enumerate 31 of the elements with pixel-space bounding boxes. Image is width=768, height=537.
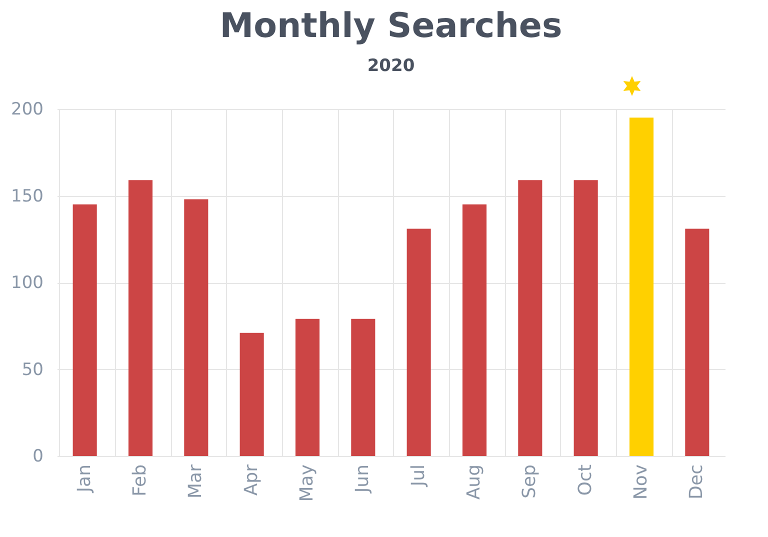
bar bbox=[184, 199, 208, 456]
x-tick-label: Aug bbox=[464, 464, 484, 500]
y-tick-label: 50 bbox=[22, 360, 44, 380]
x-tick-label: Feb bbox=[130, 464, 150, 496]
y-tick-label: 100 bbox=[11, 273, 44, 293]
bar bbox=[574, 180, 598, 456]
x-tick-label: Jul bbox=[408, 464, 429, 488]
bar bbox=[295, 318, 320, 456]
bar bbox=[240, 332, 264, 456]
bar bbox=[72, 204, 97, 456]
bar bbox=[462, 204, 487, 456]
y-tick-label: 150 bbox=[11, 186, 44, 206]
x-tick-label: Jan bbox=[74, 464, 95, 494]
bar bbox=[351, 318, 376, 456]
x-tick-label: Nov bbox=[630, 464, 652, 500]
bar bbox=[685, 228, 710, 456]
chart-title: Monthly Searches bbox=[220, 6, 562, 46]
x-tick-label: Apr bbox=[240, 464, 262, 496]
bar bbox=[629, 118, 654, 456]
x-tick-label: Sep bbox=[519, 464, 540, 498]
bar bbox=[128, 180, 153, 456]
y-tick-label: 0 bbox=[32, 446, 44, 466]
bar bbox=[406, 228, 431, 456]
x-tick-label: May bbox=[296, 464, 318, 502]
x-tick-label: Mar bbox=[185, 464, 206, 498]
x-tick-label: Dec bbox=[686, 464, 708, 500]
chart-subtitle: 2020 bbox=[367, 56, 415, 76]
bar bbox=[518, 180, 542, 456]
x-tick-label: Jun bbox=[352, 464, 374, 494]
x-tick-label: Oct bbox=[574, 464, 596, 496]
y-tick-label: 200 bbox=[11, 100, 44, 120]
